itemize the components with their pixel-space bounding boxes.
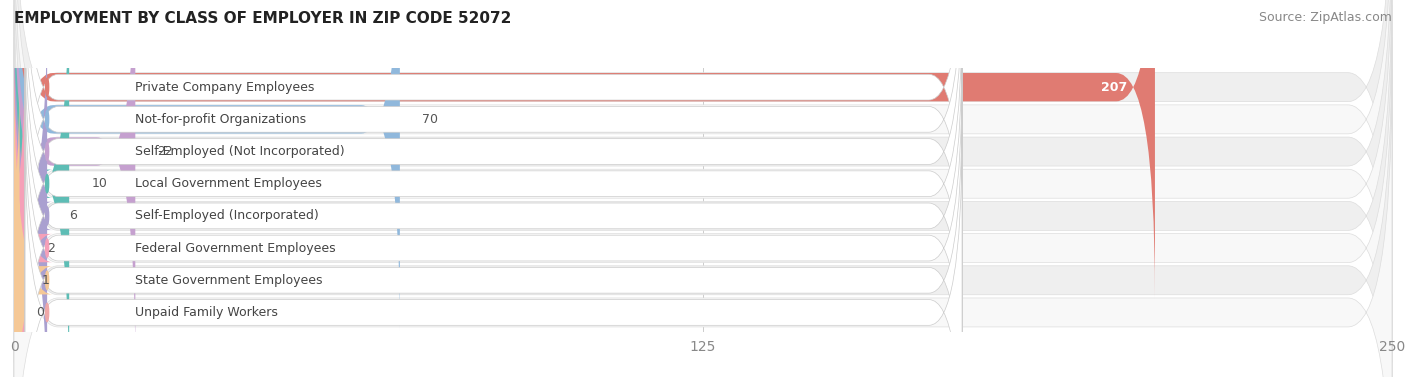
Circle shape bbox=[45, 239, 49, 257]
Circle shape bbox=[45, 78, 49, 96]
FancyBboxPatch shape bbox=[25, 100, 962, 377]
FancyBboxPatch shape bbox=[14, 0, 399, 331]
Text: 207: 207 bbox=[1101, 81, 1128, 93]
FancyBboxPatch shape bbox=[14, 0, 69, 377]
Circle shape bbox=[45, 110, 49, 128]
FancyBboxPatch shape bbox=[14, 0, 135, 363]
FancyBboxPatch shape bbox=[14, 0, 1392, 377]
FancyBboxPatch shape bbox=[8, 5, 52, 377]
FancyBboxPatch shape bbox=[14, 0, 1154, 298]
Circle shape bbox=[45, 271, 49, 289]
FancyBboxPatch shape bbox=[14, 0, 1392, 377]
Text: Unpaid Family Workers: Unpaid Family Workers bbox=[135, 306, 278, 319]
Circle shape bbox=[45, 303, 49, 322]
FancyBboxPatch shape bbox=[14, 37, 1392, 377]
Text: 2: 2 bbox=[48, 242, 55, 254]
FancyBboxPatch shape bbox=[14, 0, 1392, 377]
Text: Private Company Employees: Private Company Employees bbox=[135, 81, 315, 93]
FancyBboxPatch shape bbox=[25, 36, 962, 377]
FancyBboxPatch shape bbox=[14, 0, 1392, 330]
FancyBboxPatch shape bbox=[25, 0, 962, 267]
Text: Not-for-profit Organizations: Not-for-profit Organizations bbox=[135, 113, 307, 126]
Text: 10: 10 bbox=[91, 177, 107, 190]
FancyBboxPatch shape bbox=[25, 3, 962, 364]
FancyBboxPatch shape bbox=[25, 0, 962, 332]
FancyBboxPatch shape bbox=[0, 69, 52, 377]
FancyBboxPatch shape bbox=[25, 0, 962, 300]
FancyBboxPatch shape bbox=[14, 69, 1392, 377]
Text: Local Government Employees: Local Government Employees bbox=[135, 177, 322, 190]
Text: Self-Employed (Not Incorporated): Self-Employed (Not Incorporated) bbox=[135, 145, 344, 158]
Text: 22: 22 bbox=[157, 145, 173, 158]
FancyBboxPatch shape bbox=[25, 68, 962, 377]
Text: Self-Employed (Incorporated): Self-Employed (Incorporated) bbox=[135, 209, 319, 222]
FancyBboxPatch shape bbox=[25, 132, 962, 377]
Circle shape bbox=[45, 143, 49, 161]
Text: 0: 0 bbox=[37, 306, 44, 319]
Text: State Government Employees: State Government Employees bbox=[135, 274, 323, 287]
FancyBboxPatch shape bbox=[0, 37, 52, 377]
Circle shape bbox=[45, 175, 49, 193]
FancyBboxPatch shape bbox=[14, 0, 1392, 362]
Text: 70: 70 bbox=[422, 113, 437, 126]
Text: Source: ZipAtlas.com: Source: ZipAtlas.com bbox=[1258, 11, 1392, 24]
Text: 6: 6 bbox=[69, 209, 77, 222]
Text: Federal Government Employees: Federal Government Employees bbox=[135, 242, 336, 254]
Text: EMPLOYMENT BY CLASS OF EMPLOYER IN ZIP CODE 52072: EMPLOYMENT BY CLASS OF EMPLOYER IN ZIP C… bbox=[14, 11, 512, 26]
FancyBboxPatch shape bbox=[14, 5, 1392, 377]
Text: 1: 1 bbox=[42, 274, 49, 287]
Circle shape bbox=[45, 207, 49, 225]
